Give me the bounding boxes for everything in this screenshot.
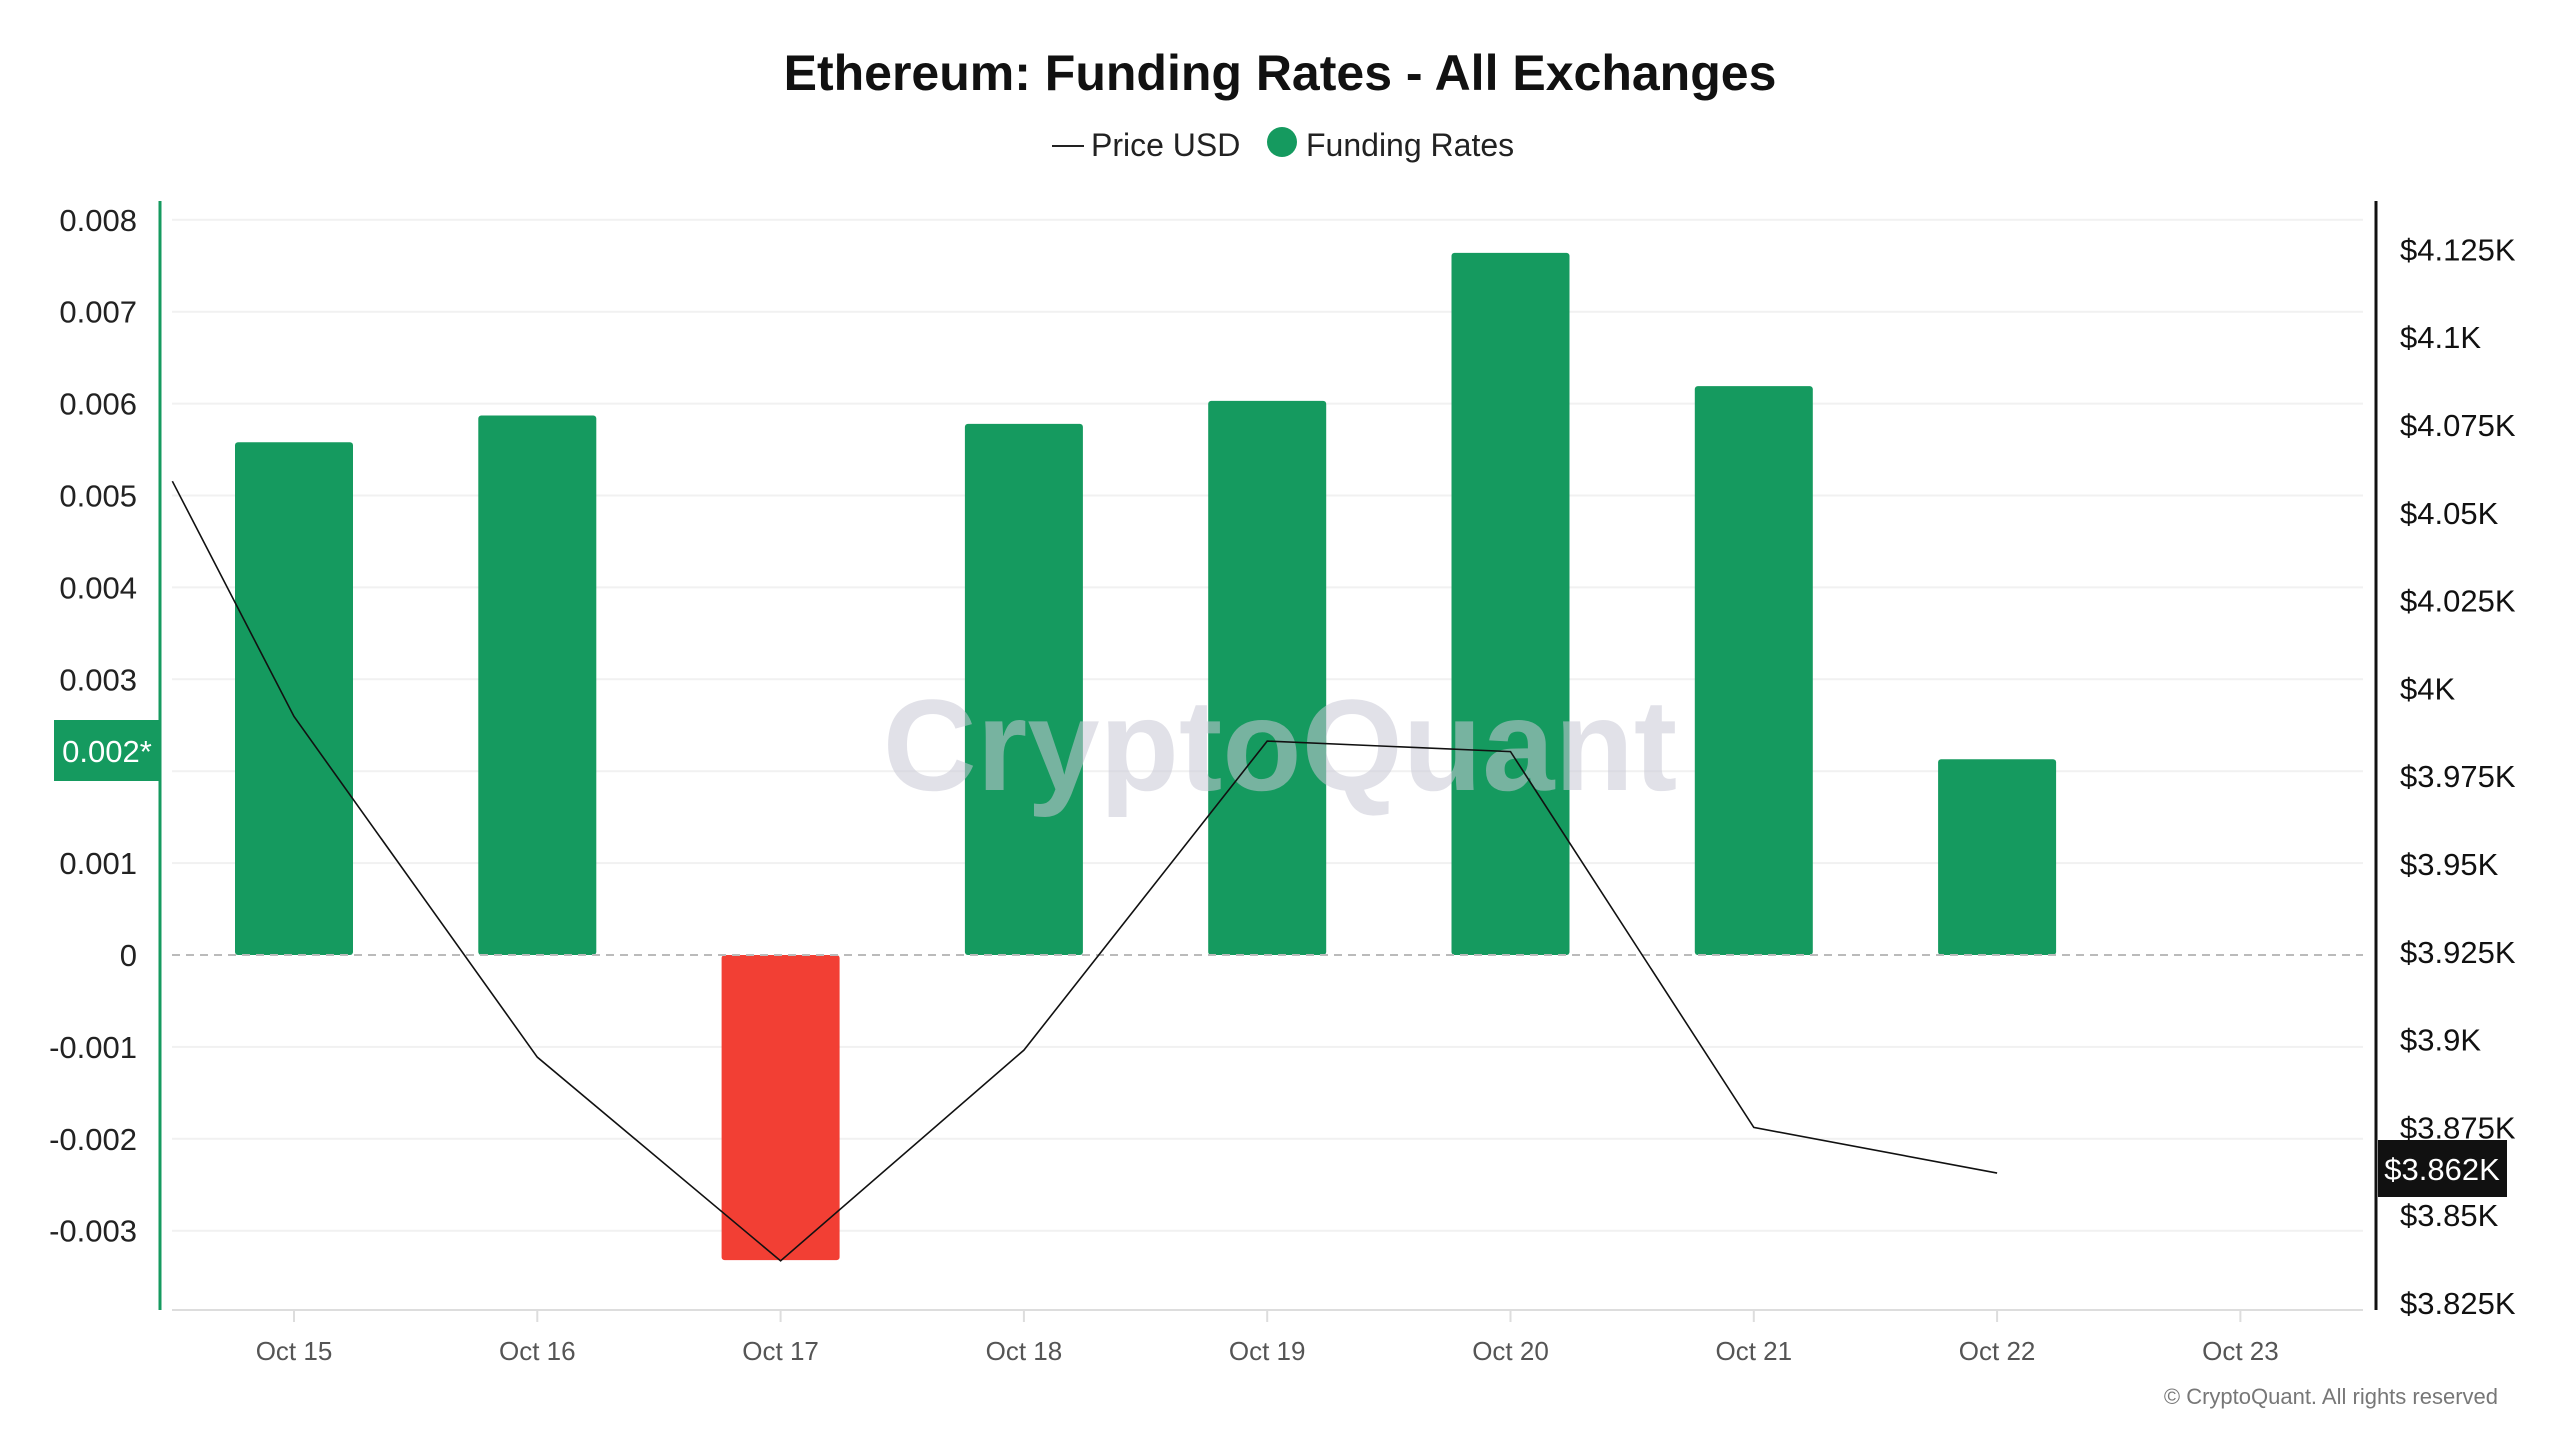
price-line (171, 480, 1998, 1262)
x-tick-label: Oct 19 (1229, 1336, 1306, 1366)
left-tick-label: 0 (120, 938, 137, 973)
right-highlight-value: $3.862K (2384, 1152, 2500, 1187)
right-tick-label: $3.85K (2400, 1198, 2499, 1233)
funding-rate-bar (478, 415, 597, 955)
left-tick-label: 0.003 (59, 662, 137, 697)
left-highlight-label: 0.002* (54, 720, 160, 781)
right-tick-label: $4.1K (2400, 320, 2481, 355)
x-axis-ticks: Oct 15 Oct 16 Oct 17 Oct 18 Oct 19 Oct 20 Oct … (256, 1310, 2279, 1366)
right-tick-label: $4.05K (2400, 496, 2499, 531)
right-tick-label: $4.125K (2400, 232, 2516, 267)
right-axis-ticks: $4.125K $4.1K $4.075K $4.05K $4.025K $4K $3.97… (2400, 232, 2516, 1321)
x-tick-label: Oct 22 (1959, 1336, 2036, 1366)
right-tick-label: $3.975K (2400, 759, 2516, 794)
left-tick-label: 0.004 (59, 570, 137, 605)
x-tick-label: Oct 20 (1472, 1336, 1549, 1366)
legend-price-label[interactable]: Price USD (1091, 127, 1240, 163)
right-highlight-label: $3.862K (2378, 1140, 2507, 1197)
copyright: © CryptoQuant. All rights reserved (2164, 1384, 2498, 1409)
right-tick-label: $4.025K (2400, 584, 2516, 619)
legend: Price USD Funding Rates (1052, 127, 1514, 163)
left-tick-label: 0.007 (59, 295, 137, 330)
x-tick-label: Oct 16 (499, 1336, 576, 1366)
legend-funding-label[interactable]: Funding Rates (1306, 127, 1514, 163)
watermark: CryptoQuant (883, 672, 1677, 818)
left-tick-label: 0.001 (59, 846, 137, 881)
left-tick-label: 0.005 (59, 479, 137, 514)
legend-funding-dot-icon (1267, 127, 1297, 157)
left-tick-label: -0.001 (49, 1030, 137, 1065)
funding-rate-bar (1208, 400, 1327, 955)
funding-rate-bar (1694, 386, 1813, 955)
left-axis-ticks: 0.008 0.007 0.006 0.005 0.004 0.003 0.001 0 -0.0… (49, 203, 137, 1249)
right-tick-label: $3.825K (2400, 1286, 2516, 1321)
funding-rate-bar (964, 423, 1083, 955)
x-tick-label: Oct 23 (2202, 1336, 2279, 1366)
right-tick-label: $4.075K (2400, 408, 2516, 443)
right-tick-label: $4K (2400, 671, 2455, 706)
right-tick-label: $3.95K (2400, 847, 2499, 882)
x-tick-label: Oct 18 (986, 1336, 1063, 1366)
right-tick-label: $3.925K (2400, 935, 2516, 970)
x-tick-label: Oct 15 (256, 1336, 333, 1366)
left-tick-label: 0.006 (59, 387, 137, 422)
x-tick-label: Oct 17 (742, 1336, 819, 1366)
funding-rate-bar (721, 955, 840, 1261)
right-tick-label: $3.875K (2400, 1110, 2516, 1145)
funding-rate-bar (235, 442, 353, 955)
funding-rate-bar (1451, 252, 1570, 955)
left-highlight-value: 0.002* (62, 734, 152, 769)
chart-title: Ethereum: Funding Rates - All Exchanges (784, 45, 1777, 101)
left-tick-label: -0.003 (49, 1214, 137, 1249)
x-tick-label: Oct 21 (1716, 1336, 1793, 1366)
left-tick-label: 0.008 (59, 203, 137, 238)
right-tick-label: $3.9K (2400, 1023, 2481, 1058)
left-tick-label: -0.002 (49, 1122, 137, 1157)
bars (235, 252, 2057, 1261)
funding-rate-bar (1938, 759, 2057, 955)
